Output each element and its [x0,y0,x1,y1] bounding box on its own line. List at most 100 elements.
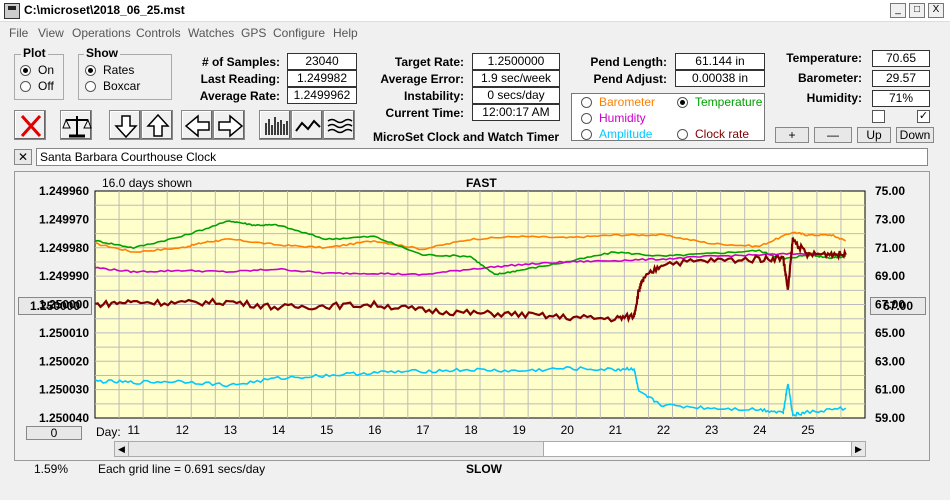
plot-off-radio[interactable] [20,81,31,92]
menu-operations[interactable]: Operations [72,26,131,40]
average-rate-value: 1.2499962 [287,87,357,104]
slow-label: SLOW [466,462,502,476]
x-axis-tick: 24 [753,423,767,437]
menu-view[interactable]: View [38,26,64,40]
samples-value: 23040 [287,53,357,70]
watch-name-field[interactable]: Santa Barbara Courthouse Clock [36,148,928,166]
barometer-label: Barometer: [797,71,862,85]
right-axis-tick: 65.00 [875,326,905,340]
right-axis-tick: 71.00 [875,241,905,255]
humidity-radio[interactable] [581,113,592,124]
menu-watches[interactable]: Watches [188,26,235,40]
app-icon [4,3,20,19]
up-button[interactable]: Up [857,127,891,143]
left-axis-tick: 1.250020 [39,354,89,368]
x-axis-tick: 25 [801,423,815,437]
x-axis-tick: 22 [657,423,671,437]
pend-adjust-value: 0.00038 in [675,70,765,87]
average-error-label: Average Error: [380,72,464,86]
maximize-button[interactable]: □ [909,3,925,18]
average-error-value: 1.9 sec/week [472,70,560,87]
menu-file[interactable]: File [9,26,29,40]
x-axis-tick: 15 [320,423,334,437]
wave-graph-icon[interactable] [323,110,355,140]
left-scale-button[interactable]: 1.250000 [18,297,92,315]
balance-scale-icon[interactable] [60,110,92,140]
plot-on-radio[interactable] [20,65,31,76]
x-axis-tick: 11 [128,423,141,437]
barometer-option-label: Barometer [599,95,656,109]
pend-adjust-label: Pend Adjust: [593,72,667,86]
series-line-barometer [94,231,847,253]
temperature-label: Temperature: [786,51,862,65]
scroll-track[interactable] [543,442,851,456]
right-scale-button[interactable]: 67.00 [870,297,926,315]
horizontal-scrollbar[interactable]: ◀ ▶ [114,441,866,457]
temperature-value: 70.65 [872,50,930,67]
pend-length-label: Pend Length: [590,55,667,69]
arrow-down-icon[interactable] [109,110,141,140]
menu-controls[interactable]: Controls [136,26,181,40]
minimize-button[interactable]: _ [890,3,906,18]
plus-button[interactable]: + [775,127,809,143]
target-rate-value: 1.2500000 [472,53,560,70]
left-axis-tick: 1.249970 [39,212,89,226]
minus-button[interactable]: — [814,127,852,143]
left-axis-tick: 1.250030 [39,383,89,397]
series-line-amplitude [94,365,847,417]
left-axis-tick: 1.249960 [39,184,89,198]
clear-icon[interactable] [14,110,46,140]
day-axis-label: Day: [96,425,121,439]
series-selector: Barometer Temperature Humidity Amplitude… [571,93,765,141]
title-bar: C:\microset\2018_06_25.mst _ □ X [0,0,950,22]
arrow-up-icon[interactable] [141,110,173,140]
right-axis-tick: 69.00 [875,269,905,283]
temperature-radio[interactable] [677,97,688,108]
scroll-left-icon[interactable]: ◀ [115,442,129,456]
plot-on-label: On [38,63,55,77]
show-boxcar-radio[interactable] [85,81,96,92]
right-axis-tick: 75.00 [875,184,905,198]
menu-configure[interactable]: Configure [273,26,326,40]
line-graph-icon[interactable] [291,110,323,140]
checkbox-left[interactable] [872,110,885,123]
x-axis-tick: 20 [561,423,575,437]
current-time-value: 12:00:17 AM [472,104,560,121]
x-axis-tick: 13 [224,423,238,437]
amplitude-radio[interactable] [581,129,592,140]
app-caption: MicroSet Clock and Watch Timer [373,130,560,144]
bar-graph-icon[interactable] [259,110,291,140]
left-axis-tick: 1.250000 [39,298,89,312]
zero-button[interactable]: 0 [26,426,82,440]
x-axis-tick: 16 [368,423,382,437]
close-button[interactable]: X [928,3,944,18]
amplitude-option-label: Amplitude [599,127,653,141]
fast-label: FAST [466,176,497,190]
x-axis-tick: 21 [609,423,623,437]
close-watch-icon[interactable]: ✕ [14,149,32,165]
right-axis-tick: 63.00 [875,354,905,368]
show-rates-radio[interactable] [85,65,96,76]
clockrate-radio[interactable] [677,129,688,140]
barometer-radio[interactable] [581,97,592,108]
down-button[interactable]: Down [896,127,934,143]
plot-off-label: Off [38,79,54,93]
menu-gps[interactable]: GPS [241,26,267,40]
show-group-title: Show [84,46,120,60]
show-boxcar-label: Boxcar [103,79,141,93]
instability-label: Instability: [403,89,464,103]
menu-help[interactable]: Help [333,26,358,40]
checkbox-right[interactable]: ✓ [917,110,930,123]
pend-length-value: 61.144 in [675,53,765,70]
right-axis-tick: 67.00 [875,298,905,312]
scroll-right-icon[interactable]: ▶ [851,442,865,456]
average-rate-label: Average Rate: [199,89,280,103]
samples-label: # of Samples: [201,55,280,69]
arrow-left-icon[interactable] [181,110,213,140]
grid-note: Each grid line = 0.691 secs/day [98,462,266,476]
x-axis-tick: 12 [176,423,190,437]
left-axis-tick: 1.249990 [39,269,89,283]
right-axis-tick: 59.00 [875,411,905,425]
window-title: C:\microset\2018_06_25.mst [24,3,185,17]
arrow-right-icon[interactable] [213,110,245,140]
